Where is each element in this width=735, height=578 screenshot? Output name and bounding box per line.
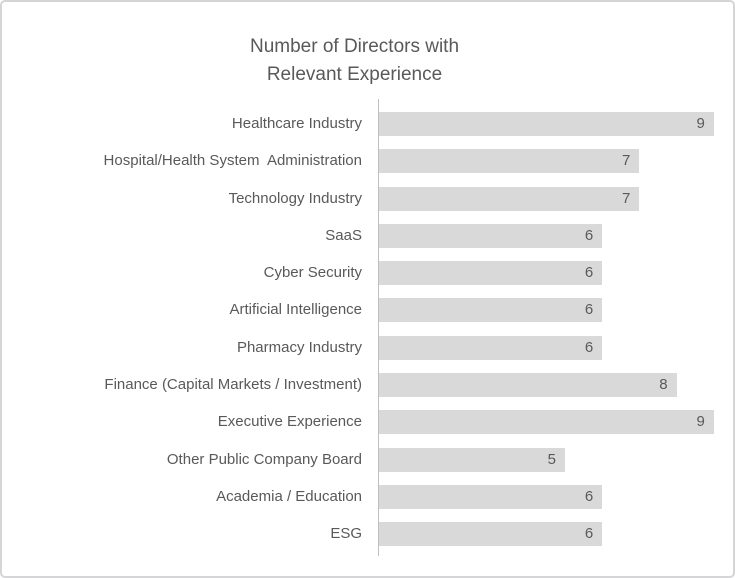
- value-label: 7: [622, 189, 631, 207]
- value-label: 6: [584, 264, 594, 282]
- value-label: 9: [696, 115, 705, 132]
- category-label: Pharmacy Industry: [236, 338, 362, 356]
- bar-row: Finance (Capital Markets / Investment) 8: [2, 373, 733, 398]
- category-label: Academia / Education: [216, 487, 362, 505]
- chart-title-line-2: Relevant Experience: [266, 64, 443, 85]
- value-label: 6: [584, 525, 594, 543]
- category-label: Hospital/Health System Administration: [103, 152, 362, 170]
- bar-row: Executive Experience 9: [2, 410, 733, 435]
- category-label: Cyber Security: [263, 264, 362, 282]
- bar-row: Pharmacy Industry 6: [2, 335, 733, 360]
- bar-row: SaaS 6: [2, 223, 733, 248]
- value-label: 6: [584, 487, 594, 505]
- bar: 6: [379, 484, 603, 509]
- category-label: Finance (Capital Markets / Investment): [104, 376, 362, 394]
- bar-row: Hospital/Health System Administration 7: [2, 149, 733, 174]
- plot-area: Healthcare Industry 9 Hospital/Health Syst…: [2, 112, 733, 547]
- category-label: SaaS: [325, 226, 362, 244]
- bar: 6: [379, 522, 603, 547]
- chart-title: Number of Directors with Relevant Experi…: [2, 33, 707, 89]
- category-label: Artificial Intelligence: [229, 301, 362, 319]
- bar-row: Cyber Security 6: [2, 261, 733, 286]
- bar: 6: [379, 298, 603, 323]
- bar: 9: [379, 410, 714, 435]
- bar: 5: [379, 447, 565, 472]
- bar: 7: [379, 149, 640, 174]
- bar-row: Academia / Education 6: [2, 484, 733, 509]
- chart-title-line-1: Number of Directors with: [249, 36, 460, 57]
- bar: 6: [379, 261, 603, 286]
- bar-row: Artificial Intelligence 6: [2, 298, 733, 323]
- category-label: Other Public Company Board: [166, 450, 362, 468]
- value-label: 9: [696, 413, 705, 431]
- value-label: 8: [659, 376, 668, 394]
- value-label: 6: [584, 338, 594, 356]
- category-label: Executive Experience: [217, 413, 362, 431]
- bar-row: Other Public Company Board 5: [2, 447, 733, 472]
- bar-row: ESG 6: [2, 522, 733, 547]
- value-label: 6: [584, 301, 594, 319]
- bar-row: Technology Industry 7: [2, 186, 733, 211]
- category-label: Technology Industry: [228, 189, 362, 207]
- y-axis-line: [378, 99, 379, 556]
- value-label: 5: [547, 450, 556, 468]
- bar: 6: [379, 223, 603, 248]
- category-label: ESG: [330, 525, 362, 543]
- value-label: 7: [622, 152, 631, 170]
- bar: 9: [379, 112, 714, 136]
- category-label: Healthcare Industry: [231, 115, 362, 132]
- bar-row: Healthcare Industry 9: [2, 112, 733, 136]
- value-label: 6: [584, 226, 594, 244]
- bar: 6: [379, 335, 603, 360]
- bar: 7: [379, 186, 640, 211]
- bar: 8: [379, 373, 677, 398]
